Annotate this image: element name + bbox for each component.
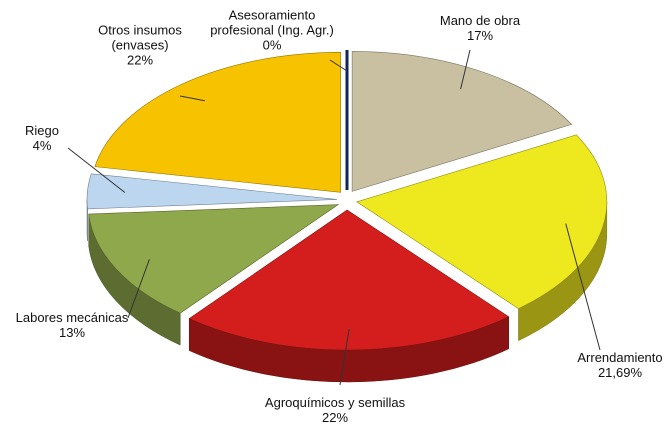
slice bbox=[188, 209, 510, 351]
leader-line bbox=[460, 49, 471, 90]
slice-value: 13% bbox=[58, 325, 86, 340]
slice-label: Otros insumos (envases) 22% bbox=[80, 23, 200, 68]
slice-label: Riego 4% bbox=[0, 123, 132, 153]
leader-line bbox=[329, 59, 348, 72]
slice-label: Agroquímicos y semillas 22% bbox=[245, 395, 425, 425]
slice-label: Mano de obra 17% bbox=[390, 13, 570, 43]
leader-line bbox=[565, 223, 601, 351]
slice-label: Arrendamiento 21,69% bbox=[530, 350, 667, 380]
slice bbox=[351, 51, 573, 192]
slice-value: 4% bbox=[32, 138, 52, 153]
leader-line bbox=[127, 259, 150, 319]
slice bbox=[94, 52, 341, 193]
slice-value: 17% bbox=[466, 28, 494, 43]
slice-name: Mano de obra bbox=[439, 13, 521, 28]
leader-line bbox=[67, 147, 126, 193]
slice bbox=[88, 204, 340, 314]
slice-label: Labores mecánicas 13% bbox=[0, 310, 162, 340]
slice-value: 22% bbox=[321, 410, 349, 425]
slice bbox=[86, 173, 338, 210]
slice bbox=[356, 134, 608, 309]
slice-name: Otros insumos (envases) bbox=[98, 22, 182, 53]
slice-value: 22% bbox=[126, 52, 154, 68]
slice-label: Asesoramiento profesional (Ing. Agr.) 0% bbox=[197, 8, 347, 53]
leader-line bbox=[339, 328, 350, 386]
slice-name: Agroquímicos y semillas bbox=[264, 395, 406, 410]
leader-line bbox=[179, 95, 205, 102]
slice-name: Arrendamiento bbox=[577, 350, 663, 365]
slice-value: 0% bbox=[262, 37, 282, 53]
leaders bbox=[67, 49, 601, 386]
tops bbox=[86, 50, 608, 351]
slice-name: Labores mecánicas bbox=[15, 310, 129, 325]
slice-name: Asesoramiento profesional (Ing. Agr.) bbox=[210, 7, 334, 38]
slice-value: 21,69% bbox=[597, 365, 643, 380]
slice-name: Riego bbox=[25, 123, 59, 138]
